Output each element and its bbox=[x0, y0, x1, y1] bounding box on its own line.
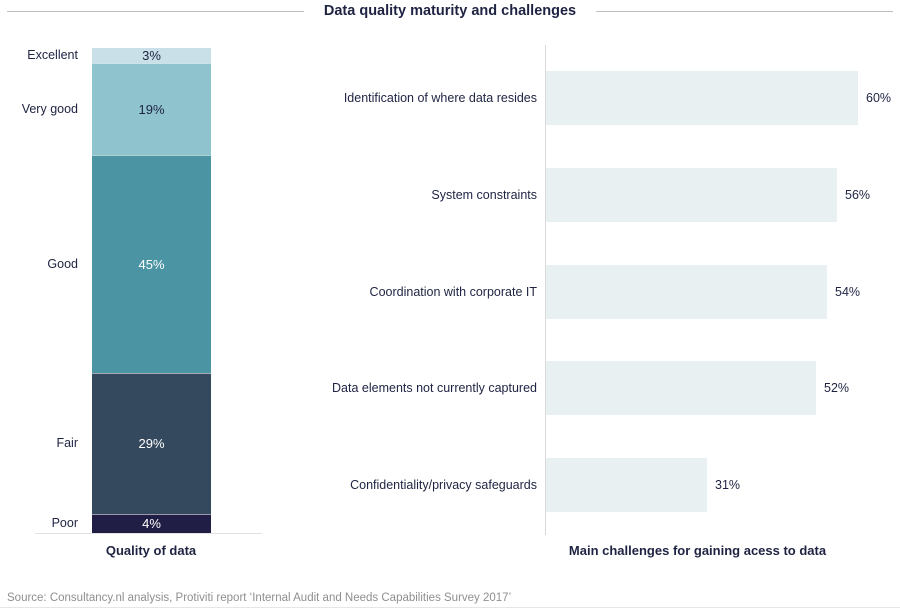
left-axis-title: Quality of data bbox=[105, 543, 197, 558]
challenge-value-data-elements-not-currently-captured: 52% bbox=[824, 381, 850, 396]
challenge-row-coordination-with-corporate-it: Coordination with corporate IT 54% bbox=[280, 264, 900, 319]
category-label-poor: Poor bbox=[51, 516, 78, 531]
challenge-row-data-elements-not-currently-captured: Data elements not currently captured 52% bbox=[280, 361, 900, 416]
challenges-chart: Identification of where data resides 60% S… bbox=[280, 45, 900, 535]
segment-good: 45% bbox=[92, 154, 211, 373]
segment-value-label-good: 45% bbox=[138, 256, 165, 272]
challenge-value-coordination-with-corporate-it: 54% bbox=[835, 284, 861, 299]
challenge-bar-identification-of-where-data-resides bbox=[546, 71, 858, 125]
right-axis-title: Main challenges for gaining acess to dat… bbox=[568, 543, 827, 558]
challenge-label-coordination-with-corporate-it: Coordination with corporate IT bbox=[369, 284, 537, 299]
challenge-label-system-constraints: System constraints bbox=[431, 187, 537, 202]
challenge-bar-confidentiality-privacy-safeguards bbox=[546, 458, 707, 512]
stacked-baseline bbox=[35, 533, 262, 534]
segment-fair: 29% bbox=[92, 372, 211, 514]
segment-value-label-very-good: 19% bbox=[138, 101, 165, 117]
segment-value-label-fair: 29% bbox=[138, 436, 165, 452]
challenge-bar-data-elements-not-currently-captured bbox=[546, 361, 816, 416]
chart-title: Data quality maturity and challenges bbox=[323, 3, 577, 19]
challenge-row-identification-of-where-data-resides: Identification of where data resides 60% bbox=[280, 71, 900, 125]
challenge-label-confidentiality-privacy-safeguards: Confidentiality/privacy safeguards bbox=[350, 478, 537, 492]
category-label-fair: Fair bbox=[56, 436, 78, 451]
category-label-very-good: Very good bbox=[21, 101, 78, 116]
category-label-excellent: Excellent bbox=[27, 48, 78, 63]
segment-poor: 4% bbox=[92, 513, 211, 533]
challenge-value-confidentiality-privacy-safeguards: 31% bbox=[715, 478, 741, 492]
segment-very-good: 19% bbox=[92, 62, 211, 155]
challenge-label-data-elements-not-currently-captured: Data elements not currently captured bbox=[332, 381, 537, 396]
stacked-category-labels: Excellent Very good Good Fair Poor bbox=[0, 48, 78, 533]
challenge-bar-system-constraints bbox=[546, 167, 837, 222]
stacked-bar: 3% 19% 45% 29% 4% bbox=[92, 48, 211, 533]
value-axis-line bbox=[545, 45, 546, 535]
challenge-bar-coordination-with-corporate-it bbox=[546, 264, 827, 319]
challenge-label-identification-of-where-data-resides: Identification of where data resides bbox=[343, 91, 537, 105]
category-label-good: Good bbox=[47, 256, 78, 271]
chart-header: Data quality maturity and challenges bbox=[7, 3, 893, 19]
title-rule-right bbox=[596, 10, 893, 12]
challenge-row-confidentiality-privacy-safeguards: Confidentiality/privacy safeguards 31% bbox=[280, 458, 900, 512]
challenge-value-identification-of-where-data-resides: 60% bbox=[866, 91, 892, 105]
title-rule-left bbox=[7, 10, 304, 12]
segment-value-label-poor: 4% bbox=[142, 516, 161, 532]
segment-excellent: 3% bbox=[92, 48, 211, 63]
source-note: Source: Consultancy.nl analysis, Protivi… bbox=[7, 592, 512, 604]
challenge-value-system-constraints: 56% bbox=[845, 187, 871, 202]
challenge-row-system-constraints: System constraints 56% bbox=[280, 167, 900, 222]
segment-value-label-excellent: 3% bbox=[142, 47, 161, 63]
quality-of-data-chart: Excellent Very good Good Fair Poor 3% 19% 45% 2… bbox=[0, 48, 270, 533]
bottom-rule bbox=[0, 607, 900, 608]
